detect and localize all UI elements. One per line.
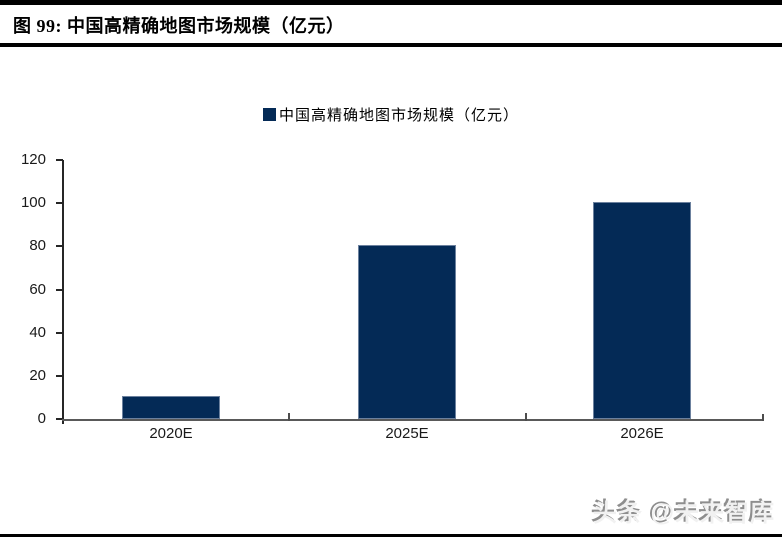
y-axis-tick-label: 20 bbox=[29, 366, 46, 384]
y-axis-tick bbox=[56, 159, 63, 161]
x-axis-tick bbox=[525, 413, 527, 421]
y-axis-tick bbox=[56, 418, 63, 420]
bar-2025E bbox=[358, 245, 456, 419]
y-axis-tick-label: 120 bbox=[20, 151, 46, 168]
bottom-border-rule bbox=[0, 534, 782, 537]
y-axis-tick-label: 60 bbox=[29, 280, 46, 298]
top-border-rule bbox=[0, 0, 782, 5]
y-axis-tick-label: 40 bbox=[29, 323, 46, 341]
x-axis-category-label: 2026E bbox=[620, 425, 664, 442]
y-axis-tick bbox=[56, 331, 63, 334]
x-axis-tick bbox=[288, 413, 290, 421]
legend-label: 中国高精确地图市场规模（亿元） bbox=[278, 107, 519, 124]
y-axis-tick bbox=[56, 202, 63, 205]
y-axis-tick bbox=[56, 245, 63, 248]
chart-legend: 中国高精确地图市场规模（亿元） bbox=[0, 104, 782, 124]
x-axis-line bbox=[62, 419, 764, 421]
y-axis-tick-label: 80 bbox=[29, 237, 46, 255]
x-axis-category-label: 2020E bbox=[149, 425, 193, 442]
y-axis-tick bbox=[56, 374, 63, 377]
figure-title: 图 99: 中国高精确地图市场规模（亿元） bbox=[13, 16, 345, 36]
legend-swatch-icon bbox=[262, 107, 276, 121]
x-axis-category-label: 2025E bbox=[385, 425, 429, 442]
y-axis-tick bbox=[56, 288, 63, 291]
bar-2020E bbox=[122, 396, 220, 419]
y-axis-tick-label: 0 bbox=[37, 410, 46, 427]
y-axis-tick-label: 100 bbox=[20, 194, 46, 212]
bar-2026E bbox=[593, 202, 691, 419]
title-underline-rule bbox=[0, 43, 782, 47]
watermark: 头条 @未来智库 bbox=[592, 500, 775, 527]
y-axis-line bbox=[62, 160, 64, 424]
x-axis-end-tick bbox=[762, 414, 764, 421]
